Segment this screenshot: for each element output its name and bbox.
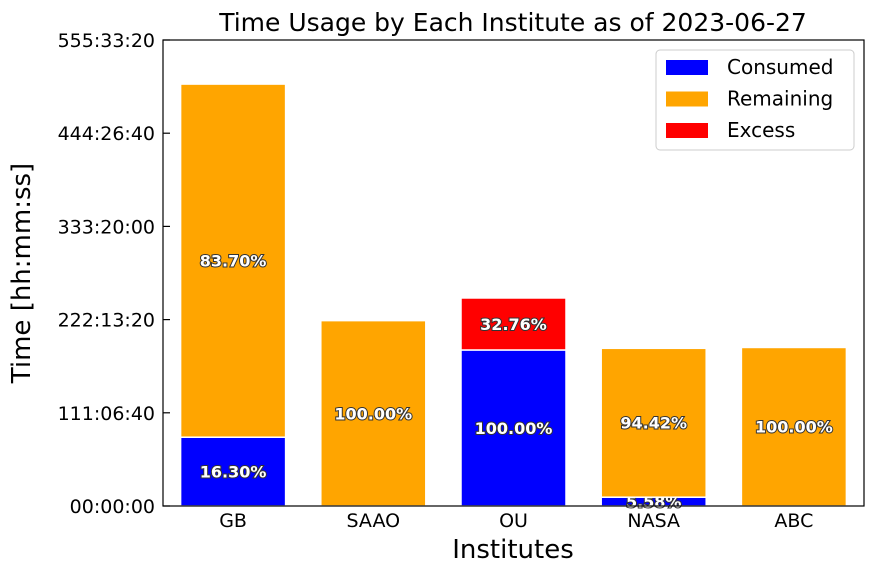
legend-label-consumed: Consumed: [727, 55, 833, 79]
y-tick-label: 111:06:40: [58, 403, 155, 425]
x-axis-title: Institutes: [452, 535, 574, 565]
legend-swatch-consumed: [666, 60, 708, 75]
plot-area: 00:00:00 111:06:40 222:13:20 333:20:00 444:2…: [58, 30, 848, 532]
x-tick-label: ABC: [774, 510, 813, 532]
bar-excess-ou: [460, 297, 567, 351]
y-tick-label: 444:26:40: [58, 123, 155, 145]
y-tick-label: 00:00:00: [70, 496, 155, 518]
legend-swatch-excess: [666, 123, 708, 138]
bar-label: 16.30%: [200, 463, 267, 482]
y-axis-title: Time [hh:mm:ss]: [7, 163, 37, 384]
x-tick-label: SAAO: [347, 510, 401, 532]
x-tick-label: NASA: [627, 510, 680, 532]
bar-remaining-gb: [179, 83, 287, 438]
legend-swatch-remaining: [666, 91, 708, 107]
bar-remaining-nasa: [600, 347, 707, 498]
legend-label-remaining: Remaining: [727, 87, 833, 111]
bar-label: 100.00%: [755, 418, 833, 437]
bar-label: 83.70%: [200, 252, 267, 271]
legend: Consumed Remaining Excess: [655, 49, 855, 151]
bar-label: 94.42%: [620, 414, 687, 433]
bar-label: 32.76%: [480, 315, 547, 334]
y-tick-label: 222:13:20: [58, 310, 155, 332]
bar-label: 100.00%: [475, 419, 553, 438]
legend-label-excess: Excess: [727, 118, 795, 142]
x-tick-label: GB: [219, 510, 247, 532]
bar-label: 100.00%: [334, 404, 412, 423]
bar-remaining-saao: [320, 319, 427, 507]
x-tick-label: OU: [499, 510, 528, 532]
chart-title: Time Usage by Each Institute as of 2023-…: [218, 8, 807, 37]
plot-frame: [162, 39, 865, 507]
y-tick-label: 333:20:00: [58, 216, 155, 238]
y-tick-label: 555:33:20: [58, 30, 155, 52]
